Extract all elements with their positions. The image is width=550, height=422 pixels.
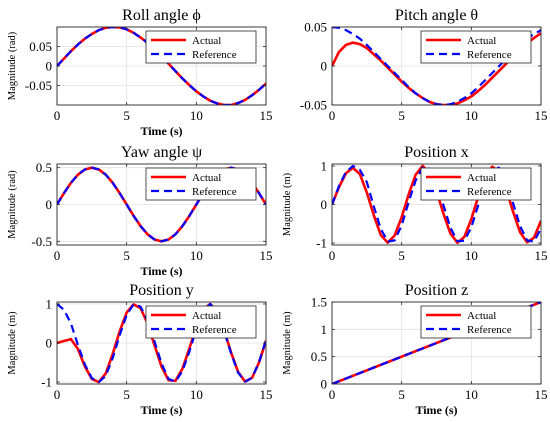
chart-title: Pitch angle θ xyxy=(395,7,478,24)
x-tick-label: 15 xyxy=(260,248,273,263)
series-line-reference xyxy=(332,27,541,105)
y-tick-label: 0.5 xyxy=(36,160,52,175)
x-tick-label: 15 xyxy=(535,387,548,402)
chart-title: Position y xyxy=(129,282,193,299)
x-tick-label: 5 xyxy=(398,387,405,402)
x-tick-label: 15 xyxy=(260,387,273,402)
x-tick-label: 10 xyxy=(190,387,203,402)
y-tick-label: 0 xyxy=(321,197,328,212)
y-tick-label: -0.05 xyxy=(300,98,327,113)
y-tick-label: 1.5 xyxy=(311,295,327,310)
legend: Actual Reference xyxy=(145,167,257,201)
x-tick-label: 15 xyxy=(535,108,548,123)
legend: Actual Reference xyxy=(145,30,257,64)
x-tick-label: 0 xyxy=(54,248,61,263)
y-axis-label: Magnitude (rad) xyxy=(7,31,18,100)
y-tick-label: 0 xyxy=(321,59,328,74)
y-tick-label: 1 xyxy=(321,158,328,173)
y-axis-label: Magnitude (rad) xyxy=(7,170,18,239)
chart-title: Position z xyxy=(405,282,469,299)
y-tick-label: 0.05 xyxy=(29,39,52,54)
chart-title: Position x xyxy=(404,144,468,161)
legend-label: Actual xyxy=(467,310,496,322)
legend-box xyxy=(145,30,257,64)
y-tick-label: -0.5 xyxy=(31,234,52,249)
x-tick-label: 10 xyxy=(465,248,478,263)
y-axis-label: Magnitude (m) xyxy=(282,172,293,236)
x-axis-label: Time (s) xyxy=(140,403,182,417)
x-tick-label: 15 xyxy=(535,248,548,263)
legend-label: Actual xyxy=(467,35,496,47)
legend-box xyxy=(145,167,257,201)
y-tick-label: -0.05 xyxy=(25,78,52,93)
x-tick-label: 10 xyxy=(190,248,203,263)
chart-title: Yaw angle ψ xyxy=(121,144,202,161)
x-axis-label: Time (s) xyxy=(140,264,182,278)
x-tick-label: 10 xyxy=(465,108,478,123)
legend-label: Actual xyxy=(192,35,221,47)
y-axis-label: Magnitude (m) xyxy=(282,311,293,375)
legend-label: Reference xyxy=(467,186,512,198)
legend-box xyxy=(145,305,257,339)
y-tick-label: 0.05 xyxy=(304,20,327,35)
legend: Actual Reference xyxy=(420,167,532,201)
x-tick-label: 0 xyxy=(329,387,336,402)
legend-label: Reference xyxy=(192,324,237,336)
y-tick-label: 0 xyxy=(321,377,328,392)
x-tick-label: 0 xyxy=(329,248,336,263)
legend-box xyxy=(420,30,532,64)
legend-box xyxy=(420,305,532,339)
y-tick-label: 1 xyxy=(46,296,53,311)
x-tick-label: 5 xyxy=(123,248,130,263)
legend: Actual Reference xyxy=(145,305,257,339)
legend-label: Reference xyxy=(192,49,237,61)
x-tick-label: 10 xyxy=(190,108,203,123)
y-tick-label: 0.5 xyxy=(311,349,327,364)
y-tick-label: 1 xyxy=(321,322,328,337)
x-tick-label: 0 xyxy=(54,387,61,402)
legend: Actual Reference xyxy=(420,30,532,64)
x-tick-label: 0 xyxy=(54,108,61,123)
y-tick-label: 0 xyxy=(46,197,53,212)
y-axis-label: Magnitude (m) xyxy=(7,311,18,375)
chart-panel-6: 0 5 10 15 0 0.5 1 1.5 Position z Time (s) Magnitud… xyxy=(282,282,548,417)
legend-label: Actual xyxy=(467,172,496,184)
x-axis-label: Time (s) xyxy=(140,124,182,138)
x-tick-label: 0 xyxy=(329,108,336,123)
y-tick-label: -1 xyxy=(316,236,327,251)
legend-box xyxy=(420,167,532,201)
x-tick-label: 10 xyxy=(465,387,478,402)
legend: Actual Reference xyxy=(420,305,532,339)
legend-label: Reference xyxy=(467,324,512,336)
y-tick-label: 0 xyxy=(46,336,53,351)
legend-label: Actual xyxy=(192,172,221,184)
x-axis-label: Time (s) xyxy=(415,403,457,417)
legend-label: Reference xyxy=(192,186,237,198)
x-tick-label: 15 xyxy=(260,108,273,123)
series-line-reference xyxy=(57,302,266,384)
y-tick-label: -1 xyxy=(41,375,52,390)
y-tick-label: 0 xyxy=(46,59,53,74)
legend-label: Actual xyxy=(192,310,221,322)
x-tick-label: 5 xyxy=(398,108,405,123)
axes-frame xyxy=(331,301,542,385)
legend-label: Reference xyxy=(467,49,512,61)
x-tick-label: 5 xyxy=(123,108,130,123)
x-tick-label: 5 xyxy=(123,387,130,402)
chart-title: Roll angle ϕ xyxy=(122,7,201,24)
x-tick-label: 5 xyxy=(398,248,405,263)
